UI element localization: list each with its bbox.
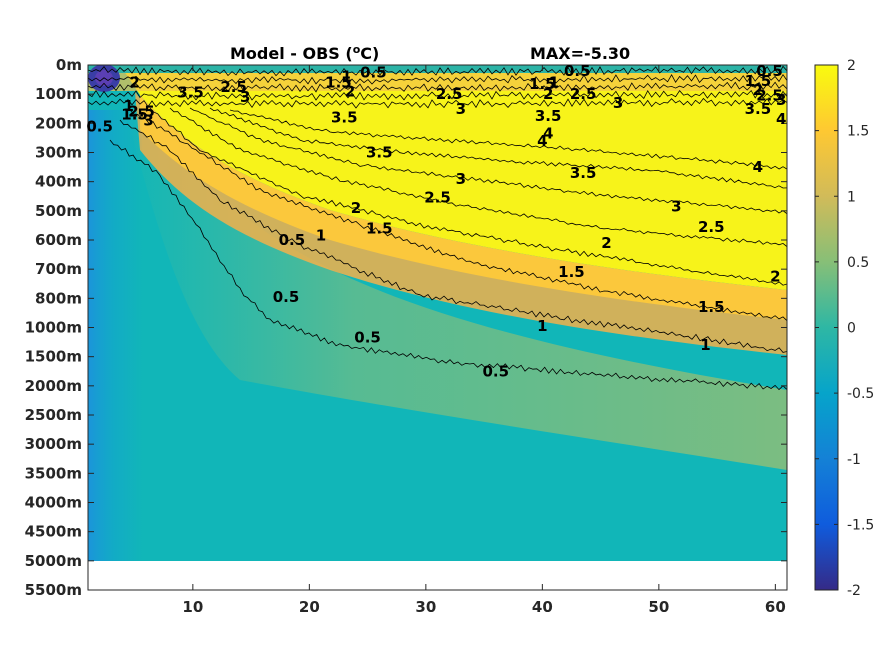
max-annotation: MAX=-5.30 [530,44,630,63]
x-tick-label: 50 [648,598,669,616]
contour-label: 3 [776,91,786,109]
y-tick-label: 2000m [25,377,82,395]
contour-label: 2 [129,74,139,92]
contour-label: 3 [240,88,250,106]
contour-label: 4 [537,132,547,150]
y-tick-label: 2500m [25,406,82,424]
contour-label: 4 [776,110,786,128]
y-tick-label: 4000m [25,494,82,512]
chart-title: Model - OBS (oC) [230,43,379,63]
heatmap-area [88,64,787,590]
y-tick-label: 1000m [25,319,82,337]
colorbar-tick-label: 0 [847,321,856,337]
contour-label: 2 [770,267,780,285]
y-tick-label: 700m [35,260,82,278]
contour-label: 3 [143,111,153,129]
contour-label: 1.5 [698,298,725,316]
contour-label: 1 [700,336,710,354]
contour-label: 4 [753,158,763,176]
contour-label: 3.5 [570,164,597,182]
y-tick-label: 0m [56,56,82,74]
contour-label: 1 [316,227,326,245]
colorbar-tick-label: -1 [847,452,861,468]
x-tick-label: 40 [532,598,553,616]
colorbar-tick-label: 0.5 [847,255,869,271]
contour-label: 3.5 [535,107,562,125]
x-tick-label: 30 [415,598,436,616]
contour-label: 0.5 [279,231,306,249]
contour-label: 2.5 [424,189,451,207]
y-tick-label: 600m [35,231,82,249]
colorbar-tick-label: -2 [847,583,861,599]
contour-label: 1.5 [558,263,585,281]
contour-label: 2 [543,85,553,103]
y-tick-label: 3500m [25,464,82,482]
contour-label: 2 [345,82,355,100]
contour-label: 3 [456,170,466,188]
heatmap-west-cold [88,110,143,561]
y-tick-label: 5500m [25,581,82,599]
contour-label: 3.5 [745,100,772,118]
colorbar-tick-label: 2 [847,58,856,74]
contour-label: 3 [671,197,681,215]
y-tick-label: 3000m [25,435,82,453]
contour-label: 2 [351,199,361,217]
contour-label: 3.5 [366,144,393,162]
y-tick-label: 400m [35,173,82,191]
contour-label: 3 [613,94,623,112]
contour-label: 0.5 [86,117,113,135]
contour-label: 0.5 [273,288,300,306]
contour-label: 2.5 [570,85,597,103]
contour-label: 0.5 [482,362,509,380]
y-tick-label: 800m [35,289,82,307]
y-tick-label: 100m [35,85,82,103]
contour-label: 2.5 [698,218,725,236]
y-tick-label: 300m [35,144,82,162]
y-tick-label: 1500m [25,348,82,366]
contour-label: 1.5 [366,219,393,237]
y-tick-label: 4500m [25,523,82,541]
contour-label: 2 [601,234,611,252]
y-tick-label: 200m [35,114,82,132]
colorbar-tick-label: 1 [847,189,856,205]
y-tick-label: 5000m [25,552,82,570]
colorbar-tick-label: -0.5 [847,386,874,402]
x-tick-label: 60 [765,598,786,616]
x-tick-label: 20 [299,598,320,616]
contour-label: 3.5 [177,84,204,102]
contour-label: 3 [456,100,466,118]
contour-label: 3.5 [331,109,358,127]
contour-label: 0.5 [360,63,387,81]
y-tick-label: 500m [35,202,82,220]
contour-label: 0.5 [564,62,591,80]
contour-label: 0.5 [354,329,381,347]
colorbar-tick-label: -1.5 [847,517,874,533]
colorbar-tick-label: 1.5 [847,124,869,140]
x-tick-label: 10 [182,598,203,616]
contour-label: 1 [537,317,547,335]
